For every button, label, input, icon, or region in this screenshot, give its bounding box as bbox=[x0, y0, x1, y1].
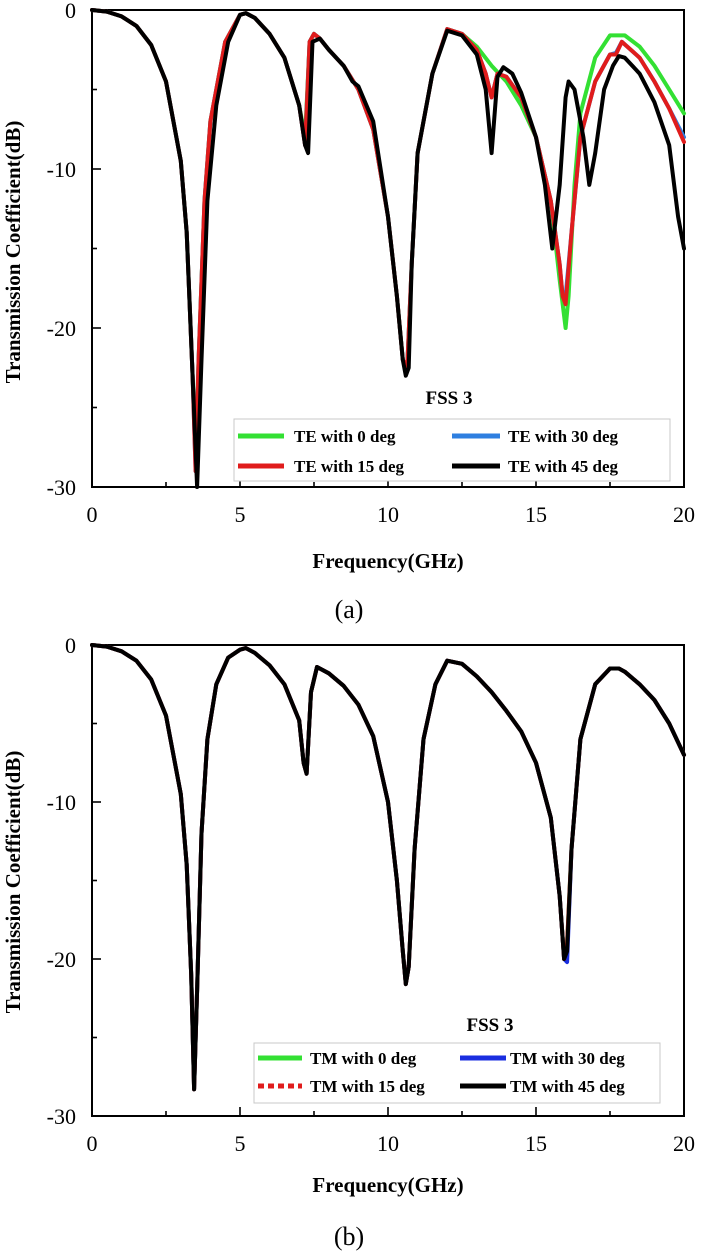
legend-label: TE with 0 deg bbox=[294, 427, 396, 446]
x-tick-label: 15 bbox=[525, 502, 547, 527]
legend-label: TM with 15 deg bbox=[310, 1077, 425, 1096]
y-tick-label: -20 bbox=[47, 947, 76, 972]
y-tick-label: -10 bbox=[47, 790, 76, 815]
y-tick-label: -30 bbox=[47, 475, 76, 500]
series-group-b bbox=[90, 643, 686, 1092]
series-group-a bbox=[90, 8, 686, 489]
caption-a: (a) bbox=[335, 595, 364, 624]
x-tick-label: 20 bbox=[673, 1131, 695, 1156]
annotation-label: FSS 3 bbox=[467, 1015, 514, 1036]
annotation-label: FSS 3 bbox=[426, 388, 473, 409]
series-line-tm-with-30-deg bbox=[90, 643, 686, 1092]
y-tick-label: 0 bbox=[65, 0, 76, 23]
y-tick-label: 0 bbox=[65, 633, 76, 658]
caption-b: (b) bbox=[334, 1222, 364, 1251]
legend-label: TM with 0 deg bbox=[310, 1049, 417, 1068]
legend: TE with 0 deg TE with 30 deg TE with 15 … bbox=[233, 418, 671, 482]
y-tick-label: -10 bbox=[47, 157, 76, 182]
chart-panel-a: 0 5 10 15 20 0 -10 -20 -30 Frequency(GHz… bbox=[1, 0, 695, 624]
series-line-te-with-15-deg bbox=[90, 8, 686, 474]
x-tick-label: 0 bbox=[87, 1131, 98, 1156]
legend-label: TE with 30 deg bbox=[508, 427, 619, 446]
legend-label: TM with 45 deg bbox=[510, 1077, 625, 1096]
y-axis-title: Transmission Coefficient(dB) bbox=[1, 751, 25, 1014]
x-axis-title: Frequency(GHz) bbox=[312, 1173, 463, 1197]
legend-box bbox=[233, 418, 671, 482]
legend-label: TE with 15 deg bbox=[294, 457, 405, 476]
series-line-tm-with-15-deg bbox=[90, 643, 686, 1092]
series-line-te-with-45-deg bbox=[90, 8, 686, 489]
x-tick-label: 10 bbox=[377, 502, 399, 527]
legend-label: TE with 45 deg bbox=[508, 457, 619, 476]
x-tick-label: 10 bbox=[377, 1131, 399, 1156]
legend-label: TM with 30 deg bbox=[510, 1049, 625, 1068]
x-tick-label: 15 bbox=[525, 1131, 547, 1156]
legend-box bbox=[253, 1042, 661, 1104]
x-axis-title: Frequency(GHz) bbox=[312, 549, 463, 573]
x-tick-label: 5 bbox=[235, 1131, 246, 1156]
series-line-tm-with-0-deg bbox=[90, 643, 686, 1092]
y-tick-label: -20 bbox=[47, 316, 76, 341]
y-tick-label: -30 bbox=[47, 1104, 76, 1129]
x-tick-label: 20 bbox=[673, 502, 695, 527]
y-axis-title: Transmission Coefficient(dB) bbox=[1, 121, 25, 384]
ticks-b bbox=[91, 644, 685, 1117]
legend: TM with 0 deg TM with 30 deg TM with 15 … bbox=[253, 1042, 661, 1104]
x-tick-label: 0 bbox=[87, 502, 98, 527]
x-tick-label: 5 bbox=[235, 502, 246, 527]
chart-panel-b: 0 5 10 15 20 0 -10 -20 -30 Frequency(GHz… bbox=[1, 633, 695, 1251]
series-line-tm-with-45-deg bbox=[90, 643, 686, 1092]
